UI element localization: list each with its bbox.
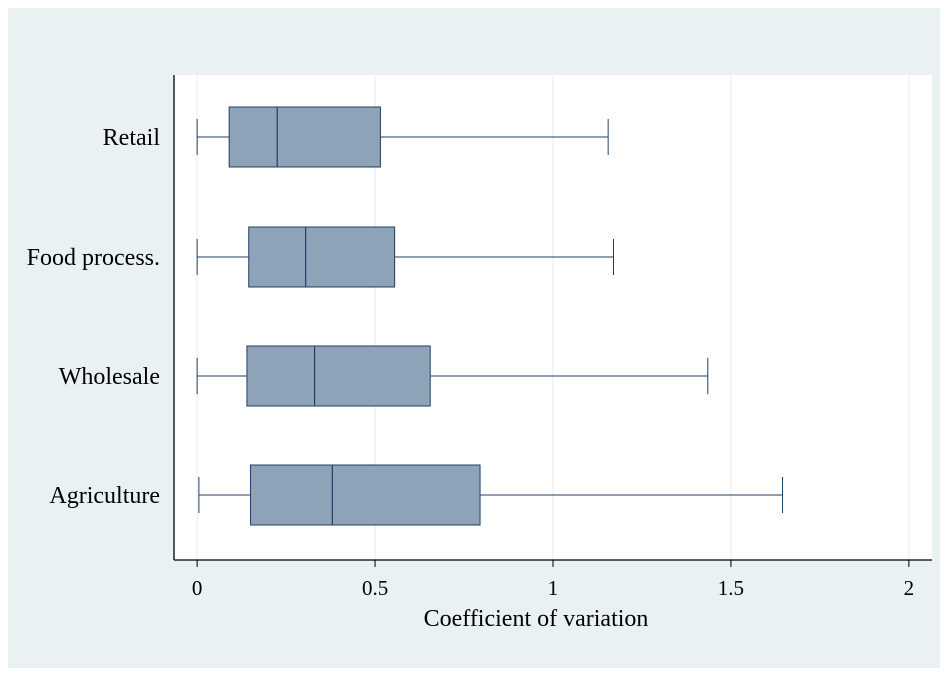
category-labels: Retail Food process. Wholesale Agriculture: [27, 125, 161, 509]
iqr-box: [246, 345, 431, 407]
x-tick-label: 1.5: [718, 576, 744, 600]
box-1: [196, 226, 614, 288]
x-tick-label: 1: [548, 576, 559, 600]
category-label: Agriculture: [49, 483, 160, 509]
iqr-box: [248, 226, 396, 288]
x-tick-label: 2: [904, 576, 915, 600]
category-label: Food process.: [27, 245, 160, 271]
x-tick-label: 0: [192, 576, 203, 600]
iqr-box: [250, 464, 481, 526]
category-label: Retail: [103, 125, 161, 151]
boxes: [196, 106, 784, 526]
x-ticks: 0 0.5 1 1.5 2: [192, 560, 914, 600]
box-0: [196, 106, 609, 168]
box-2: [196, 345, 709, 407]
category-label: Wholesale: [59, 364, 160, 390]
x-tick-label: 0.5: [362, 576, 388, 600]
x-axis-title: Coefficient of variation: [424, 606, 649, 632]
box-3: [198, 464, 784, 526]
iqr-box: [228, 106, 381, 168]
